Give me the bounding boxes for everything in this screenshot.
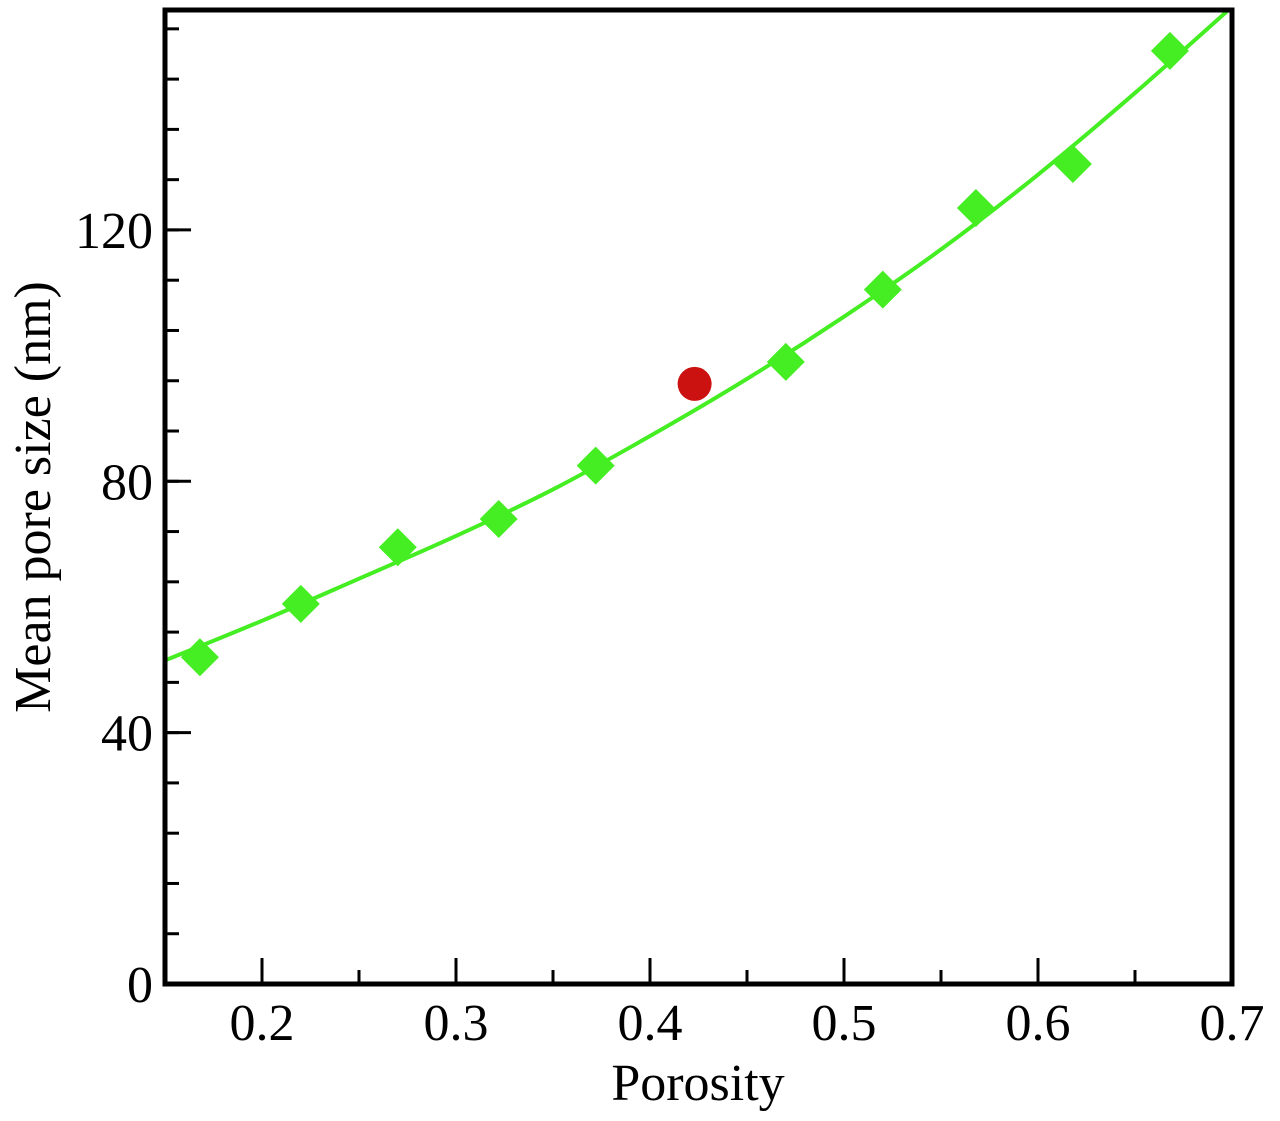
x-tick-label: 0.5 bbox=[812, 995, 877, 1052]
major-ticks bbox=[165, 228, 1234, 986]
y-axis-title: Mean pore size (nm) bbox=[5, 281, 62, 713]
diamond-point bbox=[180, 638, 219, 677]
fit-curve bbox=[165, 10, 1232, 663]
x-tick-label: 0.3 bbox=[424, 995, 489, 1052]
y-tick-label: 120 bbox=[75, 203, 153, 260]
diamond-point bbox=[956, 188, 995, 227]
diamond-point bbox=[766, 342, 805, 381]
y-tick-label: 80 bbox=[101, 454, 153, 511]
diamond-point bbox=[1150, 31, 1189, 70]
diamond-point bbox=[863, 270, 902, 309]
x-tick-label: 0.6 bbox=[1006, 995, 1071, 1052]
diamond-point bbox=[281, 584, 320, 623]
diamond-point bbox=[378, 528, 417, 567]
x-axis-title: Porosity bbox=[611, 1055, 784, 1112]
x-tick-label: 0.7 bbox=[1200, 995, 1265, 1052]
data-points-layer bbox=[180, 31, 1189, 677]
x-tick-label: 0.2 bbox=[230, 995, 295, 1052]
circle-point bbox=[677, 366, 712, 401]
diamond-point bbox=[576, 446, 615, 485]
y-tick-label: 0 bbox=[127, 957, 153, 1014]
fit-curve-layer bbox=[165, 10, 1232, 663]
plot-frame bbox=[162, 7, 1235, 987]
x-tick-labels: 0.2 0.3 0.4 0.5 0.6 0.7 bbox=[230, 995, 1265, 1052]
y-tick-label: 40 bbox=[101, 706, 153, 763]
y-tick-labels: 0 40 80 120 bbox=[75, 203, 153, 1014]
x-tick-label: 0.4 bbox=[618, 995, 683, 1052]
diamond-point bbox=[479, 499, 518, 538]
diamond-point bbox=[1053, 144, 1092, 183]
